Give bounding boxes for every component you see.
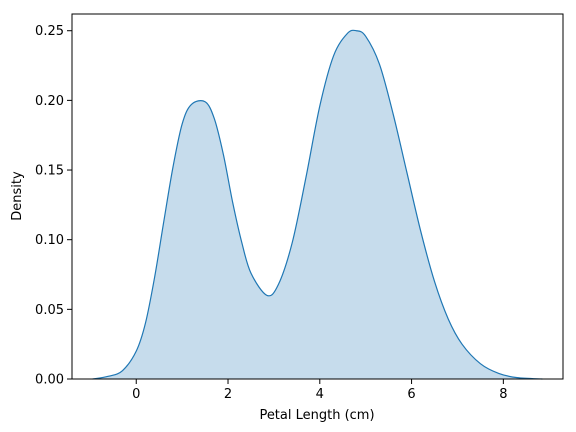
density-line <box>92 29 543 380</box>
y-tick-label: 0.00 <box>35 373 64 388</box>
y-tick-label: 0.05 <box>35 303 64 318</box>
x-axis-label: Petal Length (cm) <box>259 408 374 423</box>
x-tick-label: 6 <box>407 387 415 402</box>
y-tick-label: 0.20 <box>35 94 64 109</box>
y-tick-label: 0.10 <box>35 233 64 248</box>
density-area-fill <box>92 30 543 379</box>
y-tick-label: 0.15 <box>35 164 64 179</box>
x-tick-label: 0 <box>132 387 140 402</box>
x-axis-ticks: 0 2 4 6 8 <box>132 379 507 402</box>
x-tick-label: 4 <box>316 387 324 402</box>
y-tick-label: 0.25 <box>35 24 64 39</box>
y-axis-label: Density <box>10 171 25 221</box>
x-tick-label: 8 <box>499 387 507 402</box>
plot-frame <box>71 13 564 380</box>
x-tick-label: 2 <box>224 387 232 402</box>
y-axis-ticks: 0.00 0.05 0.10 0.15 0.20 0.25 <box>35 24 72 388</box>
